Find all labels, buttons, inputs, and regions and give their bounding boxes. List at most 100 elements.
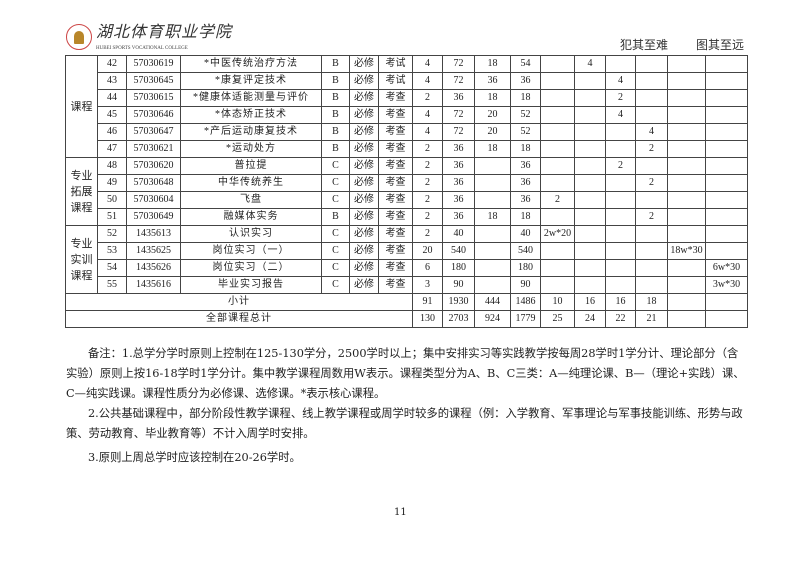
table-cell: 2 [540, 191, 575, 209]
table-cell: 2 [412, 225, 443, 243]
table-cell [474, 157, 511, 175]
table-cell [605, 225, 636, 243]
table-cell: 考查 [378, 276, 413, 294]
table-cell: 24 [574, 310, 606, 328]
note-3: 3.原则上周总学时应该控制在20-26学时。 [88, 451, 301, 464]
table-cell: *产后运动康复技术 [180, 123, 322, 141]
table-cell: 90 [442, 276, 475, 294]
table-cell [574, 123, 606, 141]
table-cell: 57030646 [126, 106, 181, 124]
table-cell: 51 [97, 208, 127, 226]
table-cell: 2 [605, 157, 636, 175]
table-cell [667, 89, 706, 107]
course-group-label: 专业拓展课程 [65, 157, 98, 226]
table-cell [574, 191, 606, 209]
table-cell: 36 [442, 140, 475, 158]
table-cell [667, 259, 706, 277]
table-cell [574, 72, 606, 90]
table-cell: *中医传统治疗方法 [180, 55, 322, 73]
table-cell [605, 174, 636, 192]
table-cell [705, 293, 748, 311]
table-cell: *康复评定技术 [180, 72, 322, 90]
table-cell [540, 174, 575, 192]
table-cell [474, 174, 511, 192]
table-row: 51 57030649 融媒体实务 B 必修 考查 2 36 18 18 2 [66, 208, 748, 226]
table-cell: 36 [442, 157, 475, 175]
table-cell [605, 276, 636, 294]
table-cell: 90 [510, 276, 541, 294]
table-row: 45 57030646 *体态矫正技术 B 必修 考查 4 72 20 52 4 [66, 106, 748, 124]
table-cell: 6 [412, 259, 443, 277]
table-cell [705, 208, 748, 226]
table-row: 50 57030604 飞盘 C 必修 考查 2 36 36 2 [66, 191, 748, 209]
table-cell [705, 225, 748, 243]
table-cell [705, 89, 748, 107]
table-cell [635, 276, 668, 294]
table-cell: 1486 [510, 293, 541, 311]
table-cell: 必修 [349, 276, 379, 294]
table-cell [705, 123, 748, 141]
table-cell: 18w*30 [667, 242, 706, 260]
table-cell: 91 [412, 293, 443, 311]
table-cell: C [321, 225, 350, 243]
table-cell [635, 72, 668, 90]
note-2: 2.公共基础课程中，部分阶段性教学课程、线上教学课程或周学时较多的课程（例：入学… [66, 407, 743, 440]
table-cell: C [321, 174, 350, 192]
table-cell: B [321, 72, 350, 90]
table-cell: 2 [605, 89, 636, 107]
table-cell [574, 276, 606, 294]
table-cell: 4 [412, 72, 443, 90]
table-cell: 46 [97, 123, 127, 141]
table-cell: 57030648 [126, 174, 181, 192]
table-cell [540, 123, 575, 141]
table-cell [540, 55, 575, 73]
table-cell: 18 [474, 208, 511, 226]
table-cell: 22 [605, 310, 636, 328]
table-cell: 540 [510, 242, 541, 260]
table-cell: 3w*30 [705, 276, 748, 294]
table-cell: 4 [574, 55, 606, 73]
college-name-en: HUBEI SPORTS VOCATIONAL COLLEGE [96, 46, 188, 51]
table-cell [574, 208, 606, 226]
table-cell: 36 [442, 89, 475, 107]
table-cell: 岗位实习（二） [180, 259, 322, 277]
note-1: 备注：1.总学分学时原则上控制在125-130学分，2500学时以上；集中安排实… [66, 347, 745, 400]
table-cell: 必修 [349, 72, 379, 90]
table-cell [605, 208, 636, 226]
table-row: 49 57030648 中华传统养生 C 必修 考查 2 36 36 2 [66, 174, 748, 192]
total-label: 全部课程总计 [65, 310, 413, 328]
table-cell: 必修 [349, 191, 379, 209]
table-row: 专业拓展课程 48 57030620 普拉提 C 必修 考查 2 36 36 2 [65, 157, 748, 226]
table-cell [635, 106, 668, 124]
table-cell: 20 [474, 106, 511, 124]
table-cell: 必修 [349, 259, 379, 277]
table-cell: 55 [97, 276, 127, 294]
table-cell: C [321, 276, 350, 294]
table-cell: 2 [635, 174, 668, 192]
table-cell: 57030604 [126, 191, 181, 209]
table-cell: 认识实习 [180, 225, 322, 243]
table-cell: 必修 [349, 242, 379, 260]
table-cell: 48 [97, 157, 127, 175]
table-cell: 50 [97, 191, 127, 209]
table-cell: B [321, 140, 350, 158]
table-cell: 180 [442, 259, 475, 277]
table-cell: 444 [474, 293, 511, 311]
table-cell [635, 242, 668, 260]
course-group-label: 课程 [65, 55, 98, 158]
table-cell: 16 [574, 293, 606, 311]
table-cell: 18 [510, 140, 541, 158]
table-cell [605, 191, 636, 209]
table-cell: 考试 [378, 72, 413, 90]
table-cell: 52 [510, 123, 541, 141]
table-cell: 考查 [378, 123, 413, 141]
table-cell: 18 [474, 140, 511, 158]
table-cell: 36 [510, 157, 541, 175]
table-cell: 考查 [378, 140, 413, 158]
table-row: 44 57030615 *健康体适能测量与评价 B 必修 考查 2 36 18 18 2 [66, 89, 748, 107]
table-cell [705, 310, 748, 328]
table-cell: 考查 [378, 242, 413, 260]
table-cell [540, 276, 575, 294]
subtotal-row: 小计 91 1930 444 1486 10 16 16 18 [65, 293, 748, 311]
